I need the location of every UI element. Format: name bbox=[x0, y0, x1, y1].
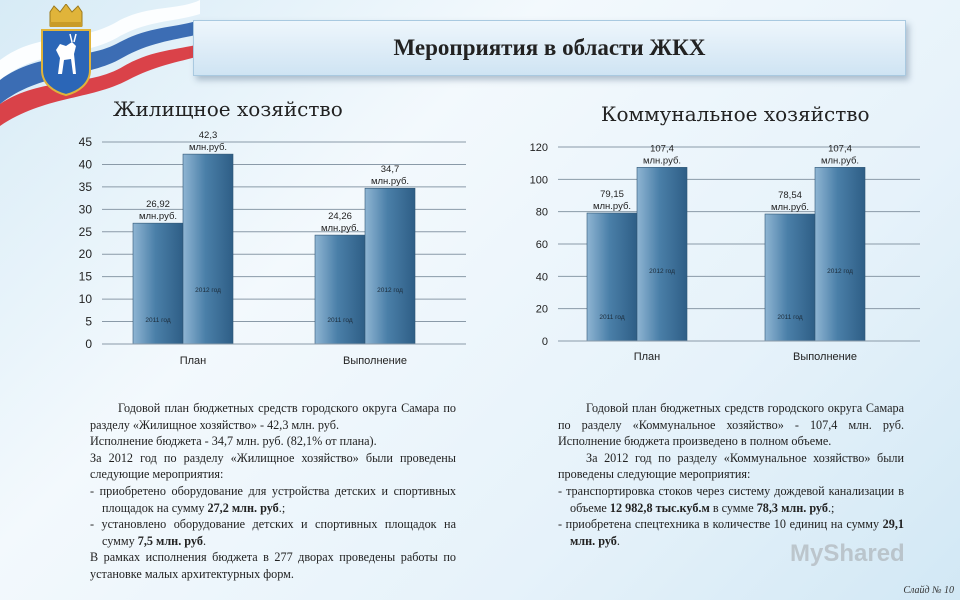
bar bbox=[314, 234, 366, 345]
y-tick-label: 120 bbox=[530, 142, 548, 154]
housing-yards-text: В рамках исполнения бюджета в 277 дворах… bbox=[90, 550, 456, 581]
y-tick-label: 15 bbox=[79, 270, 93, 284]
data-label-unit: млн.руб. bbox=[139, 211, 177, 222]
housing-chart-svg: 051015202530354045План26,92млн.руб.2011 … bbox=[79, 130, 466, 367]
utilities-event-2-text: - приобретена спецтехника в количестве 1… bbox=[558, 517, 883, 532]
page-title: Мероприятия в области ЖКХ bbox=[393, 35, 706, 60]
y-tick-label: 0 bbox=[542, 336, 548, 348]
y-tick-label: 30 bbox=[79, 202, 93, 216]
y-tick-label: 5 bbox=[85, 315, 92, 329]
x-category-label: Выполнение bbox=[343, 355, 407, 367]
flag-ribbon bbox=[0, 0, 200, 126]
bar bbox=[364, 187, 416, 345]
series-label: 2012 год bbox=[827, 268, 853, 275]
bar bbox=[764, 213, 816, 342]
housing-event-2-end: . bbox=[202, 533, 206, 548]
housing-event-2-amount: 7,5 млн. руб bbox=[137, 533, 203, 548]
y-tick-label: 20 bbox=[536, 304, 548, 316]
bar bbox=[814, 167, 866, 342]
x-category-label: План bbox=[634, 351, 661, 363]
utilities-event-1-mid: в сумме bbox=[709, 500, 757, 515]
samara-coat-of-arms-icon bbox=[41, 4, 91, 96]
y-tick-label: 10 bbox=[79, 292, 93, 306]
housing-event-2: - установлено оборудование детских и спо… bbox=[90, 516, 456, 549]
series-label: 2011 год bbox=[145, 317, 170, 324]
data-label: 79,15 bbox=[600, 189, 624, 200]
utilities-event-2-amount: 29,1 млн. руб bbox=[570, 517, 904, 548]
bar bbox=[636, 167, 688, 342]
housing-description: Годовой план бюджетных средств городског… bbox=[90, 400, 456, 583]
housing-event-1-text: - приобретено оборудование для устройств… bbox=[90, 483, 456, 515]
y-tick-label: 25 bbox=[79, 225, 93, 239]
data-label: 78,54 bbox=[778, 190, 802, 201]
utilities-event-1-text: - транспортировка стоков через систему д… bbox=[558, 483, 904, 515]
data-label-unit: млн.руб. bbox=[771, 202, 809, 213]
series-label: 2012 год bbox=[377, 287, 403, 294]
data-label: 26,92 bbox=[146, 199, 170, 210]
data-label: 34,7 bbox=[381, 164, 400, 175]
watermark: MyShared bbox=[790, 540, 905, 567]
data-label-unit: млн.руб. bbox=[371, 176, 409, 187]
utilities-event-1-amount: 78,3 млн. руб bbox=[756, 500, 828, 515]
x-category-label: Выполнение bbox=[793, 351, 857, 363]
utilities-plan-text: Годовой план бюджетных средств городског… bbox=[558, 401, 904, 449]
utilities-events-intro: За 2012 год по разделу «Коммунальное хоз… bbox=[558, 450, 904, 482]
y-tick-label: 40 bbox=[79, 157, 93, 171]
utilities-event-1: - транспортировка стоков через систему д… bbox=[558, 483, 904, 516]
y-tick-label: 60 bbox=[536, 239, 548, 251]
y-tick-label: 20 bbox=[79, 247, 93, 261]
housing-chart-title: Жилищное хозяйство bbox=[113, 97, 343, 121]
utilities-event-1-volume: 12 982,8 тыс.куб.м bbox=[609, 500, 710, 515]
data-label: 107,4 bbox=[828, 143, 852, 154]
series-label: 2011 год bbox=[327, 317, 352, 324]
y-tick-label: 45 bbox=[79, 135, 93, 149]
housing-event-1: - приобретено оборудование для устройств… bbox=[90, 483, 456, 516]
y-tick-label: 0 bbox=[85, 337, 92, 351]
y-tick-label: 100 bbox=[530, 174, 548, 186]
bar bbox=[182, 153, 234, 345]
utilities-event-2-end: . bbox=[616, 533, 620, 548]
data-label-unit: млн.руб. bbox=[643, 155, 681, 166]
data-label-unit: млн.руб. bbox=[821, 155, 859, 166]
data-label: 107,4 bbox=[650, 143, 674, 154]
data-label-unit: млн.руб. bbox=[321, 223, 359, 234]
data-label-unit: млн.руб. bbox=[593, 201, 631, 212]
y-tick-label: 35 bbox=[79, 180, 93, 194]
utilities-chart-title: Коммунальное хозяйство bbox=[601, 102, 870, 126]
housing-event-1-amount: 27,2 млн. руб bbox=[207, 500, 279, 515]
housing-chart: 0 5 10 15 20 25 30 35 40 45 План 26,92 млн.руб. 2011 … bbox=[60, 130, 480, 380]
bar bbox=[586, 212, 638, 342]
utilities-event-2: - приобретена спецтехника в количестве 1… bbox=[558, 516, 904, 549]
utilities-description: Годовой план бюджетных средств городског… bbox=[558, 400, 904, 549]
y-tick-label: 40 bbox=[536, 271, 548, 283]
series-label: 2011 год bbox=[777, 314, 802, 321]
series-label: 2011 год bbox=[599, 314, 624, 321]
housing-execution-text: Исполнение бюджета - 34,7 млн. руб. (82,… bbox=[90, 434, 377, 449]
slide-number: Слайд № 10 bbox=[903, 585, 954, 596]
utilities-chart: 0 20 40 60 80 100 120 План 79,15 млн.руб. 2011 год… bbox=[520, 135, 940, 380]
data-label: 42,3 bbox=[199, 130, 218, 141]
title-banner: Мероприятия в области ЖКХ bbox=[193, 20, 906, 76]
bar bbox=[132, 222, 184, 345]
housing-event-1-end: .; bbox=[278, 500, 286, 515]
housing-plan-text: Годовой план бюджетных средств городског… bbox=[90, 401, 456, 432]
series-label: 2012 год bbox=[649, 268, 675, 275]
y-tick-label: 80 bbox=[536, 207, 548, 219]
housing-events-intro: За 2012 год по разделу «Жилищное хозяйст… bbox=[90, 450, 456, 482]
housing-event-2-text: - установлено оборудование детских и спо… bbox=[90, 517, 456, 548]
data-label: 24,26 bbox=[328, 211, 352, 222]
series-label: 2012 год bbox=[195, 287, 221, 294]
data-label-unit: млн.руб. bbox=[189, 142, 227, 153]
x-category-label: План bbox=[180, 355, 207, 367]
utilities-event-1-end: .; bbox=[827, 500, 835, 515]
